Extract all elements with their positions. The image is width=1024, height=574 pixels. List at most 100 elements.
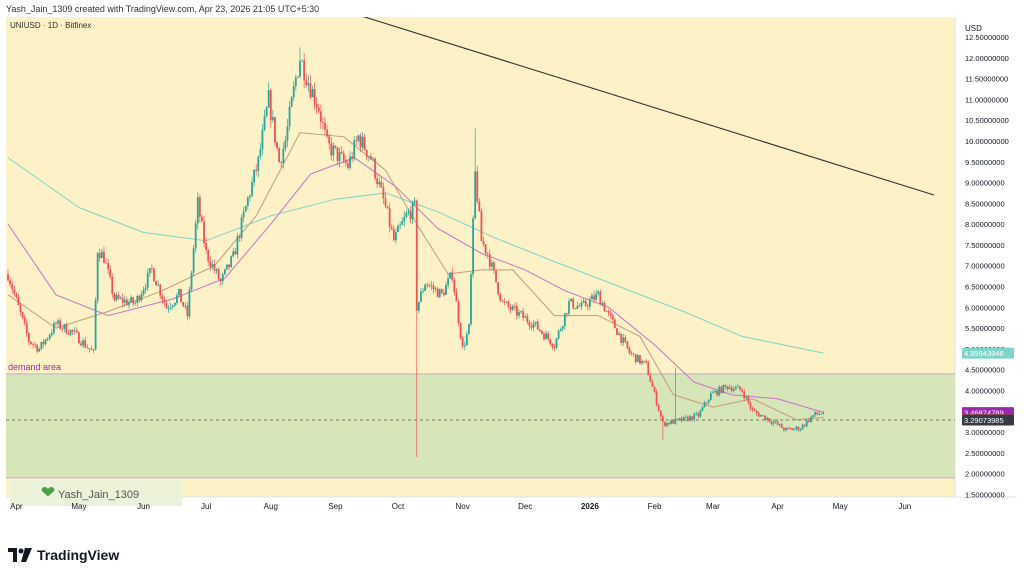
candle-body: [465, 333, 468, 346]
candle-body: [138, 296, 141, 301]
candle-body: [643, 360, 646, 362]
candle-body: [693, 413, 696, 420]
candle-body: [121, 297, 124, 303]
candle-body: [726, 386, 729, 389]
candle-body: [267, 90, 270, 108]
candle-body: [751, 408, 754, 410]
candle-body: [38, 348, 41, 352]
y-tick-label: 4.00000000: [965, 387, 1005, 396]
candle-body: [313, 89, 316, 105]
candle-body: [305, 80, 308, 86]
candle-body: [263, 116, 266, 130]
candle-body: [620, 333, 623, 343]
candle-body: [463, 345, 466, 347]
candle-body: [820, 413, 823, 415]
candle-body: [13, 289, 16, 294]
candle-body: [376, 178, 379, 185]
candle-body: [274, 117, 276, 143]
candle-body: [265, 107, 268, 117]
candle-body: [451, 272, 454, 280]
candle-body: [17, 297, 20, 305]
candle-body: [23, 317, 26, 323]
candle-body: [666, 422, 668, 427]
candle-body: [714, 390, 716, 393]
candle-body: [52, 323, 55, 333]
footer-branding: TradingView: [8, 545, 119, 565]
candle-body: [782, 427, 785, 431]
candle-body: [282, 148, 285, 164]
candle-body: [799, 429, 802, 431]
candle-body: [703, 402, 706, 408]
candle-body: [476, 171, 479, 202]
candle-body: [284, 140, 287, 149]
candle-body: [330, 143, 333, 156]
candle-body: [309, 83, 312, 98]
candle-body: [103, 251, 105, 263]
candle-body: [242, 211, 245, 218]
candle-body: [730, 387, 733, 392]
candle-body: [768, 418, 771, 422]
candle-body: [513, 306, 516, 307]
y-tick-label: 10.50000000: [965, 116, 1009, 125]
candle-body: [737, 386, 739, 388]
candle-body: [132, 297, 135, 304]
candle-body: [188, 289, 191, 317]
x-tick-label: Apr: [771, 502, 784, 511]
candle-body: [90, 349, 93, 350]
candle-body: [142, 289, 145, 295]
candle-body: [342, 153, 345, 161]
candle-body: [15, 293, 18, 298]
candle-body: [812, 415, 814, 417]
candle-body: [434, 288, 437, 290]
candle-body: [445, 285, 447, 295]
candle-body: [198, 197, 201, 217]
demand-zone: [6, 373, 955, 478]
candle-body: [109, 269, 112, 277]
y-tick-label: 7.50000000: [965, 241, 1005, 250]
candle-body: [384, 198, 387, 207]
candle-body: [78, 332, 80, 344]
candle-body: [228, 264, 230, 268]
candle-body: [365, 150, 368, 157]
candle-body: [219, 279, 222, 282]
candle-body: [593, 295, 595, 300]
candle-body: [611, 315, 614, 320]
x-tick-label: Oct: [392, 502, 405, 511]
candle-body: [520, 311, 522, 313]
candle-body: [9, 280, 11, 285]
y-tick-label: 2.00000000: [965, 470, 1005, 479]
candle-body: [244, 205, 247, 212]
candle-body: [57, 320, 59, 324]
candle-body: [382, 187, 385, 199]
y-tick-label: 12.50000000: [965, 33, 1009, 42]
x-tick-label: Mar: [706, 502, 720, 511]
candle-body: [687, 416, 689, 421]
candle-body: [747, 396, 750, 403]
y-tick-label: 1.50000000: [965, 490, 1005, 499]
candle-body: [332, 145, 335, 156]
candle-body: [203, 221, 205, 244]
candle-body: [44, 339, 47, 345]
candle-body: [92, 349, 95, 351]
symbol-label: UNIUSD · 1D · Bitfinex: [10, 21, 91, 30]
chart-area[interactable]: demand area Yash_Jain_1309 UNIUSD · 1D · B…: [6, 7, 1017, 517]
y-tick-label: 3.00000000: [965, 428, 1005, 437]
candle-body: [171, 305, 174, 308]
candle-body: [618, 333, 620, 335]
candle-body: [401, 221, 404, 225]
heart-icon: [41, 486, 55, 497]
candle-body: [482, 241, 485, 245]
candle-body: [194, 223, 197, 249]
candle-body: [701, 407, 704, 411]
candle-body: [749, 402, 752, 409]
candle-body: [11, 284, 14, 290]
candle-body: [19, 304, 22, 312]
candle-body: [682, 416, 685, 421]
candle-body: [651, 381, 654, 387]
candle-body: [772, 421, 775, 424]
candlestick-chart: demand area Yash_Jain_1309 UNIUSD · 1D · B…: [6, 7, 1017, 517]
candle-body: [474, 171, 477, 219]
candle-body: [426, 284, 429, 286]
candle-body: [405, 213, 408, 217]
candle-body: [649, 375, 652, 382]
